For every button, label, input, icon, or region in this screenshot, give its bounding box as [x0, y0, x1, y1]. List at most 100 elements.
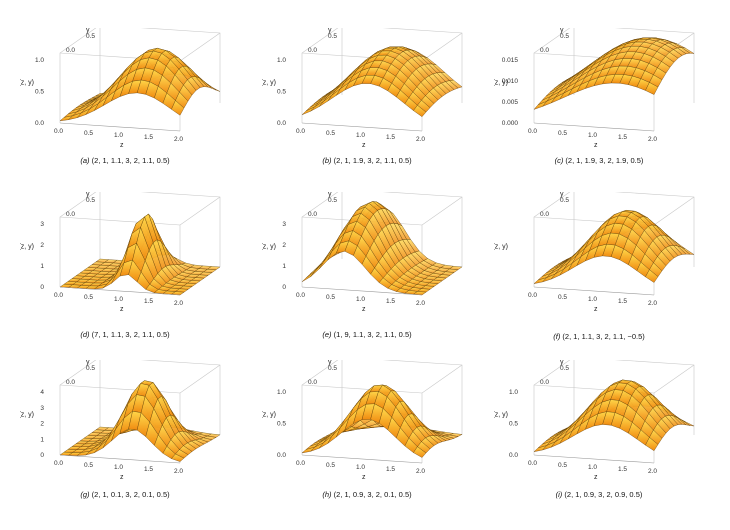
x-tick-label: 0.5: [558, 130, 567, 137]
surface-plot: 0.00.51.01.52.0z0.00.51.0y0.00.51.0f(z, …: [262, 360, 472, 485]
box-front-edge: [60, 455, 180, 463]
panel-caption: (g) (2, 1, 0.1, 3, 2, 0.1, 0.5): [10, 490, 240, 499]
box-front-edge: [534, 455, 654, 463]
z-tick-label: 0.5: [277, 89, 286, 96]
panel-params: (2, 1, 1.9, 3, 2, 1.1, 0.5): [332, 156, 412, 165]
y-tick-label: 0.0: [540, 47, 549, 54]
surface-plot: 0.00.51.01.52.0z0.00.51.0y0.00.51.0f(z, …: [262, 28, 472, 153]
y-tick-label: 0.0: [66, 211, 75, 218]
z-tick-label: 0.5: [35, 89, 44, 96]
x-tick-label: 1.0: [588, 132, 597, 139]
x-tick-label: 1.0: [114, 296, 123, 303]
x-tick-label: 0.0: [296, 292, 305, 299]
box-front-edge: [60, 123, 180, 131]
panel-caption: (a) (2, 1, 1.1, 3, 2, 1.1, 0.5): [10, 156, 240, 165]
x-tick-label: 0.0: [296, 128, 305, 135]
panel-caption: (d) (7, 1, 1.1, 3, 2, 1.1, 0.5): [10, 330, 240, 339]
surface-plot: 0.00.51.01.52.0z0.00.51.0y0123f(z, y): [20, 192, 230, 317]
x-tick-label: 2.0: [648, 300, 657, 307]
panel-params: (2, 1, 0.9, 3, 2, 0.9, 0.5): [562, 490, 642, 499]
z-tick-label: 3: [282, 221, 286, 228]
y-axis-label: y: [328, 360, 332, 366]
x-tick-label: 1.0: [114, 132, 123, 139]
x-tick-label: 0.0: [54, 128, 63, 135]
z-axis-label: f(z, y): [262, 244, 276, 251]
panel-label: (g): [80, 490, 89, 499]
surface-panel: 0.00.51.01.52.0z0.00.51.0y01234f(z, y)(g…: [20, 360, 220, 530]
box-top-edge: [60, 385, 180, 393]
z-tick-label: 2: [40, 421, 44, 428]
panel-params: (2, 1, 0.1, 3, 2, 0.1, 0.5): [90, 490, 170, 499]
x-tick-label: 1.0: [588, 464, 597, 471]
surface-plot: 0.00.51.01.52.0z0.00.51.0y0123f(z, y): [262, 192, 472, 317]
surface-cell: [319, 252, 332, 269]
box-front-edge: [302, 455, 422, 463]
surface-plot: 0.00.51.01.52.0z0.00.51.0y0.00.51.0f(z, …: [20, 28, 230, 153]
x-tick-label: 0.5: [326, 462, 335, 469]
x-tick-label: 2.0: [648, 136, 657, 143]
x-axis-label: z: [120, 142, 124, 149]
z-tick-label: 0.0: [277, 452, 286, 459]
panel-label: (a): [80, 156, 89, 165]
surface-plot: 0.00.51.01.52.0z0.00.51.0yf(z, y): [494, 192, 704, 317]
x-tick-label: 1.5: [386, 134, 395, 141]
surface-cell: [311, 262, 324, 276]
z-axis-label: f(z, y): [20, 412, 34, 419]
x-axis-label: z: [120, 474, 124, 481]
panel-caption: (h) (2, 1, 0.9, 3, 2, 0.1, 0.5): [252, 490, 482, 499]
panel-params: (7, 1, 1.1, 3, 2, 1.1, 0.5): [90, 330, 170, 339]
surface-panel: 0.00.51.01.52.0z0.00.51.0y0123f(z, y)(d)…: [20, 192, 220, 362]
z-tick-label: 1.0: [35, 57, 44, 64]
surface-panel: 0.00.51.01.52.0z0.00.51.0y0.00.51.0f(z, …: [262, 28, 462, 198]
z-tick-label: 4: [40, 389, 44, 396]
z-tick-label: 0.005: [502, 99, 519, 106]
box-front-edge: [534, 287, 654, 295]
panel-caption: (e) (1, 9, 1.1, 3, 2, 1.1, 0.5): [252, 330, 482, 339]
z-tick-label: 1.0: [509, 389, 518, 396]
z-axis-label: f(z, y): [494, 244, 508, 251]
surface-plot: 0.00.51.01.52.0z0.00.51.0y0.0000.0050.01…: [494, 28, 704, 153]
y-axis-label: y: [86, 28, 90, 34]
box-left-edge: [302, 192, 342, 287]
box-front-edge: [302, 123, 422, 131]
box-left-edge: [534, 28, 574, 123]
x-axis-label: z: [362, 306, 366, 313]
z-tick-label: 1: [282, 263, 286, 270]
panel-caption: (c) (2, 1, 1.9, 3, 2, 1.9, 0.5): [484, 156, 714, 165]
z-tick-label: 0.5: [509, 421, 518, 428]
x-tick-label: 0.0: [528, 460, 537, 467]
x-tick-label: 0.5: [326, 294, 335, 301]
z-tick-label: 0.0: [509, 452, 518, 459]
box-top-edge: [302, 385, 422, 393]
z-tick-label: 0.5: [277, 421, 286, 428]
z-tick-label: 1: [40, 263, 44, 270]
panel-caption: (i) (2, 1, 0.9, 3, 2, 0.9, 0.5): [484, 490, 714, 499]
surface-plot: 0.00.51.01.52.0z0.00.51.0y01234f(z, y): [20, 360, 230, 485]
x-tick-label: 0.5: [558, 462, 567, 469]
z-tick-label: 1: [40, 436, 44, 443]
x-tick-label: 1.0: [588, 296, 597, 303]
z-axis-label: f(z, y): [262, 412, 276, 419]
surface-panel: 0.00.51.01.52.0z0.00.51.0yf(z, y)(f) (2,…: [494, 192, 694, 362]
y-axis-label: y: [328, 192, 332, 198]
z-tick-label: 0: [40, 284, 44, 291]
y-tick-label: 0.0: [540, 211, 549, 218]
surface-cell: [302, 272, 315, 282]
z-tick-label: 0: [40, 452, 44, 459]
z-tick-label: 2: [40, 242, 44, 249]
z-tick-label: 1.0: [277, 389, 286, 396]
surface-panel: 0.00.51.01.52.0z0.00.51.0y0.0000.0050.01…: [494, 28, 694, 198]
z-tick-label: 0: [282, 284, 286, 291]
x-axis-label: z: [362, 474, 366, 481]
box-front-edge: [534, 123, 654, 131]
x-tick-label: 2.0: [648, 468, 657, 475]
z-tick-label: 0.000: [502, 120, 519, 127]
x-axis-label: z: [594, 306, 598, 313]
x-tick-label: 1.5: [144, 298, 153, 305]
surface-cell: [302, 107, 315, 115]
z-tick-label: 1.0: [277, 57, 286, 64]
panel-params: (2, 1, 1.1, 3, 2, 1.1, −0.5): [560, 332, 644, 341]
y-axis-label: y: [560, 360, 564, 366]
x-axis-label: z: [120, 306, 124, 313]
x-tick-label: 0.0: [528, 292, 537, 299]
